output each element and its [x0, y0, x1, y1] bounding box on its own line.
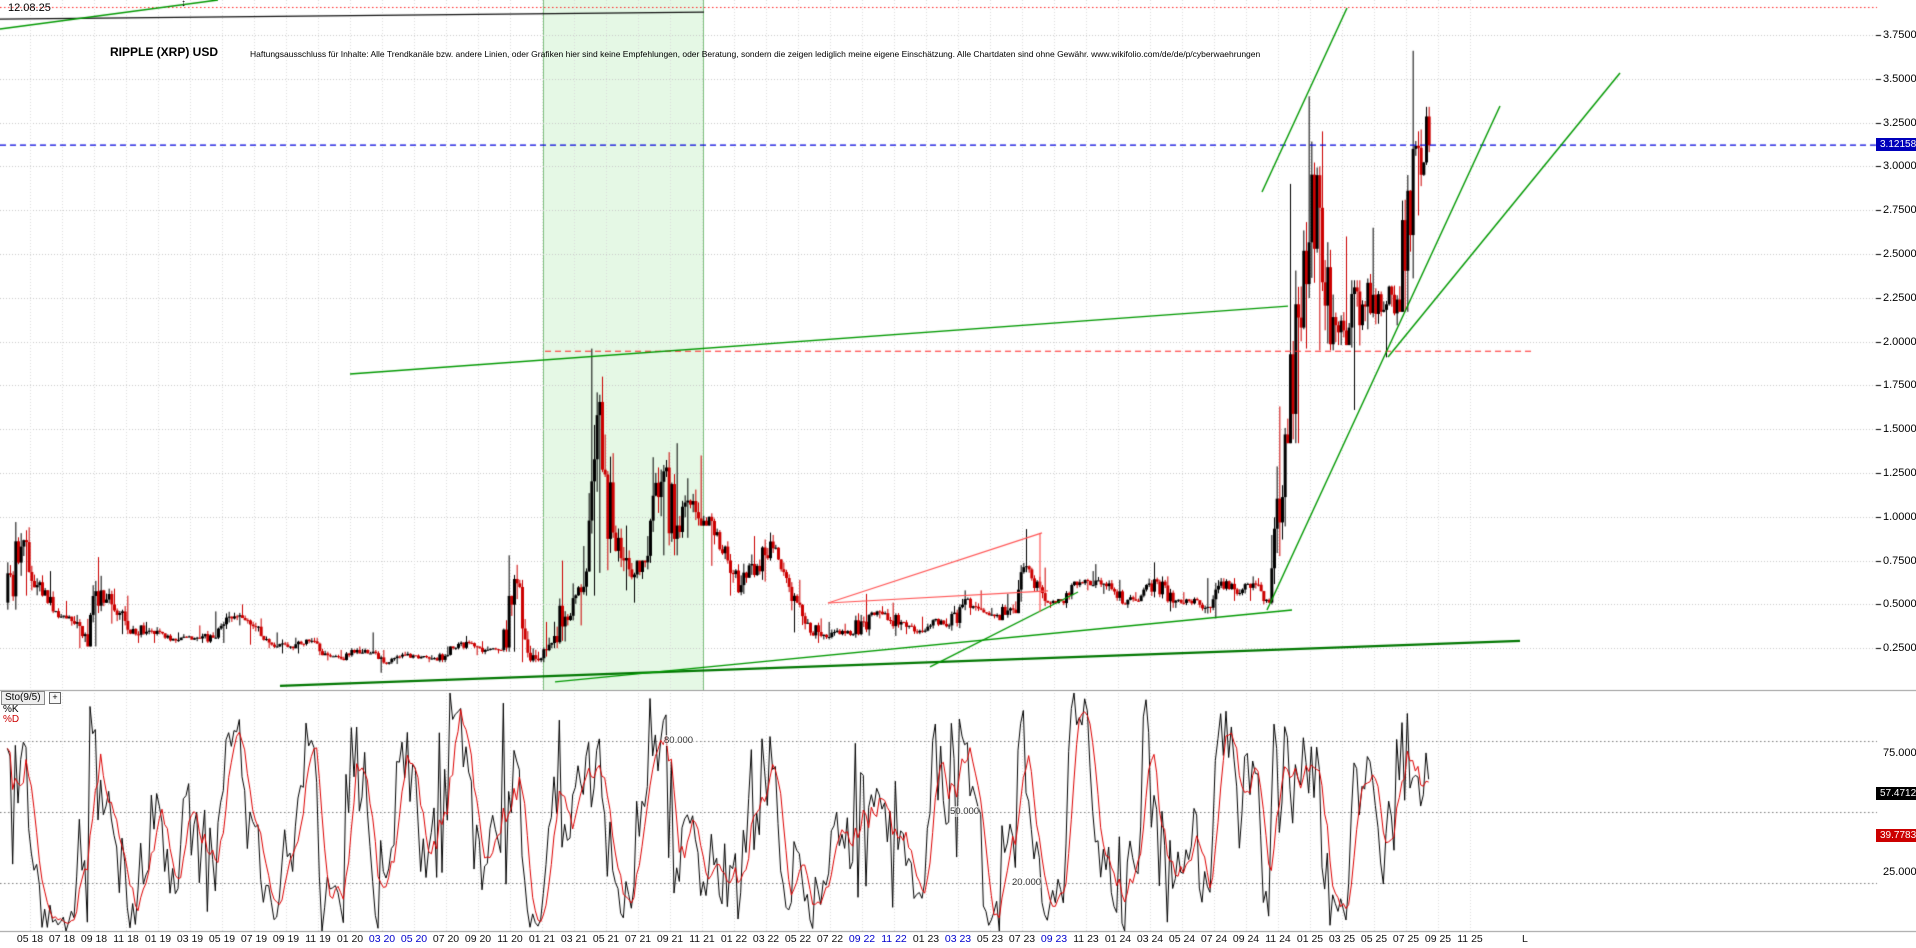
last-date-label: 12.08.25	[8, 2, 51, 14]
date-axis-label: 01 20	[336, 933, 364, 945]
date-axis-label: 11 24	[1265, 933, 1291, 945]
date-axis-label: 09 23	[1040, 933, 1068, 945]
date-axis-label: 07 19	[240, 933, 268, 945]
price-axis-label: 0.25000	[1883, 642, 1916, 655]
date-axis-label: 05 25	[1360, 933, 1388, 945]
date-axis-label: 09 22	[848, 933, 876, 945]
price-axis-label: 1.25000	[1883, 467, 1916, 479]
date-axis-label: 03 25	[1328, 933, 1356, 945]
drag-handle-icon[interactable]: ↕	[181, 0, 186, 9]
date-axis-label: 07 23	[1008, 933, 1036, 945]
stochastic-d-label: %D	[3, 714, 20, 725]
date-axis-label: 09 21	[656, 933, 684, 945]
disclaimer-text: Haftungsausschluss für Inhalte: Alle Tre…	[250, 49, 1261, 59]
date-axis-label: 11 23	[1073, 933, 1099, 945]
date-axis-label: 09 18	[80, 933, 108, 945]
stochastic-k-value-badge: 57.47121	[1876, 787, 1916, 801]
date-axis-label: 11 25	[1457, 933, 1483, 945]
stochastic-level-label: 20.000	[1012, 877, 1042, 889]
date-axis-label: 01 19	[144, 933, 172, 945]
date-axis-label: 03 20	[368, 933, 396, 945]
date-axis-label: 05 20	[400, 933, 428, 945]
date-axis-label: 01 21	[528, 933, 556, 945]
date-axis-label: 07 20	[432, 933, 460, 945]
date-axis-label: 11 20	[497, 933, 523, 945]
date-axis-label: 11 21	[689, 933, 715, 945]
date-axis-label: 03 23	[944, 933, 972, 945]
date-axis-label: 07 22	[816, 933, 844, 945]
date-axis-label: 05 23	[976, 933, 1004, 945]
current-price-badge: 3.12158	[1876, 138, 1916, 151]
date-axis-label: 05 24	[1168, 933, 1196, 945]
indicator-expand-icon[interactable]: +	[49, 692, 61, 704]
date-axis-label: 11 18	[113, 933, 139, 945]
date-axis-label: 03 19	[176, 933, 204, 945]
date-axis-label: 07 18	[48, 933, 76, 945]
date-axis-label: 11 22	[881, 933, 907, 945]
date-axis-label: 05 18	[16, 933, 44, 945]
date-axis-label: 01 23	[912, 933, 940, 945]
date-axis-label: 03 24	[1136, 933, 1164, 945]
date-axis-label: 01 22	[720, 933, 748, 945]
date-axis-label: 05 22	[784, 933, 812, 945]
date-axis-label: 07 25	[1392, 933, 1420, 945]
axis-end-marker[interactable]: L	[1522, 933, 1528, 945]
date-axis-label: 01 24	[1104, 933, 1132, 945]
date-axis-label: 07 21	[624, 933, 652, 945]
price-axis-label: 2.25000	[1883, 291, 1916, 304]
date-axis-label: 09 24	[1232, 933, 1260, 945]
stochastic-k-label: %K	[3, 704, 19, 715]
date-axis-label: 01 25	[1296, 933, 1324, 945]
stochastic-level-label: 50.000	[950, 806, 980, 817]
stochastic-d-value-badge: 39.77837	[1876, 829, 1916, 843]
price-axis-label: 3.25000	[1883, 116, 1916, 129]
chart-title: RIPPLE (XRP) USD	[110, 45, 219, 59]
indicator-name-button[interactable]: Sto(9/5)	[1, 691, 45, 705]
date-axis-label: 09 25	[1424, 933, 1452, 945]
date-axis-label: 05 19	[208, 933, 236, 945]
date-axis-label: 03 22	[752, 933, 780, 945]
date-axis-label: 09 19	[272, 933, 300, 945]
date-axis-label: 09 20	[464, 933, 492, 945]
date-axis-label: 11 19	[305, 933, 331, 945]
date-axis-label: 07 24	[1200, 933, 1228, 945]
date-axis-label: 03 21	[560, 933, 588, 945]
date-axis-label: 05 21	[592, 933, 620, 945]
stochastic-level-label: 80.000	[664, 734, 694, 746]
